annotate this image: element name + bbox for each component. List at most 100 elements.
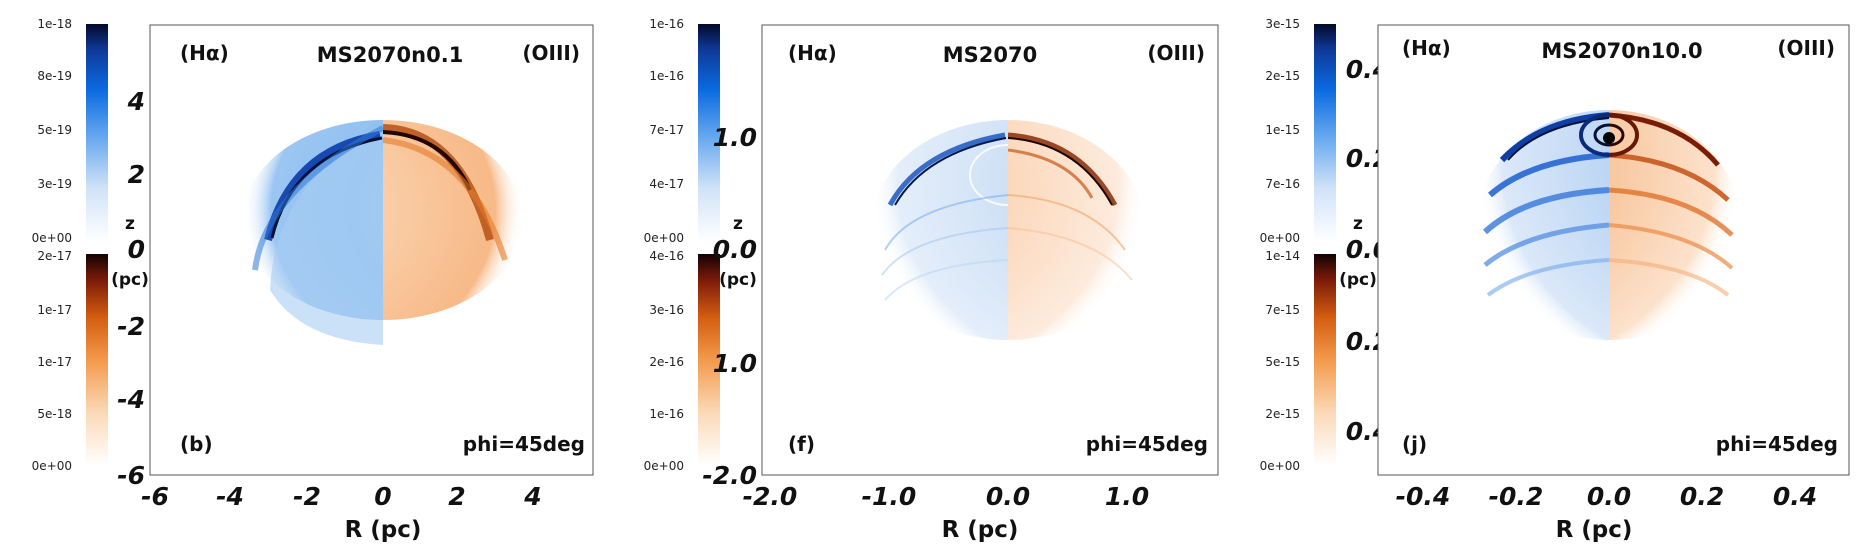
plot-title: MS2070n0.1 [317, 43, 464, 67]
oiii-tick: 3e-16 [649, 303, 684, 317]
oiii-tag: (OIII) [522, 41, 580, 65]
halpha-emission-map [243, 120, 383, 345]
panel-letter: (j) [1402, 432, 1427, 456]
x-tick: 0 [374, 482, 391, 511]
oiii-tick: 4e-16 [649, 249, 684, 263]
x-tick: 0.2 [1680, 482, 1724, 511]
halpha-tick: 7e-16 [1265, 177, 1300, 191]
halpha-colorbar [86, 24, 108, 242]
oiii-tick: 1e-14 [1265, 249, 1300, 263]
z-axis-unit: (pc) [111, 270, 149, 290]
halpha-tag: (Hα) [788, 41, 837, 65]
oiii-tick: 0e+00 [1260, 459, 1300, 473]
oiii-tick: 1e-16 [649, 407, 684, 421]
central-source [1603, 132, 1615, 144]
halpha-tick: 0e+00 [644, 231, 684, 245]
z-tick: 2 [128, 160, 145, 189]
halpha-tick: 3e-19 [37, 177, 72, 191]
oiii-tick: 1e-17 [37, 303, 72, 317]
halpha-tag: (Hα) [1402, 36, 1451, 60]
halpha-tick: 1e-16 [649, 69, 684, 83]
halpha-tag: (Hα) [180, 41, 229, 65]
halpha-emission-map [870, 120, 1008, 340]
x-axis-label: R (pc) [345, 517, 422, 543]
x-tick: -2.0 [743, 482, 798, 511]
x-tick: 2 [448, 482, 465, 511]
oiii-tick: 1e-17 [37, 355, 72, 369]
x-tick: 4 [523, 482, 541, 511]
panel-ms2070n10.0: 3e-15 2e-15 1e-15 7e-16 0e+00 1e-14 7e-1… [1240, 0, 1874, 556]
halpha-tick: 4e-17 [649, 177, 684, 191]
oiii-tick: 5e-18 [37, 407, 72, 421]
angle-label: phi=45deg [1716, 432, 1838, 456]
x-ticks: -2.0 -1.0 0.0 1.0 [743, 482, 1149, 511]
z-tick: -4 [117, 385, 145, 414]
oiii-tag: (OIII) [1777, 36, 1835, 60]
x-tick: -4 [216, 482, 244, 511]
halpha-tick: 3e-15 [1265, 17, 1300, 31]
oiii-colorbar-ticks: 2e-17 1e-17 1e-17 5e-18 0e+00 [32, 249, 72, 473]
panel-letter: (f) [788, 432, 815, 456]
x-tick: 0.0 [1587, 482, 1631, 511]
x-tick: 1.0 [1105, 482, 1149, 511]
halpha-tick: 7e-17 [649, 123, 684, 137]
oiii-colorbar-ticks: 4e-16 3e-16 2e-16 1e-16 0e+00 [644, 249, 684, 473]
z-tick: 0 [128, 235, 145, 264]
angle-label: phi=45deg [463, 432, 585, 456]
halpha-tick: 1e-15 [1265, 123, 1300, 137]
halpha-tick: 5e-19 [37, 123, 72, 137]
z-tick: -2.0 [702, 461, 757, 490]
angle-label: phi=45deg [1086, 432, 1208, 456]
x-tick: 0.0 [986, 482, 1030, 511]
halpha-emission-map [1477, 110, 1609, 340]
x-ticks: -0.4 -0.2 0.0 0.2 0.4 [1396, 482, 1817, 511]
oiii-emission-map [1609, 110, 1741, 340]
oiii-colorbar-ticks: 1e-14 7e-15 5e-15 2e-15 0e+00 [1260, 249, 1300, 473]
halpha-tick: 0e+00 [32, 231, 72, 245]
x-ticks: -6 -4 -2 0 2 4 [141, 482, 542, 511]
z-axis-label: z [125, 214, 135, 234]
halpha-tick: 8e-19 [37, 69, 72, 83]
oiii-tick: 2e-16 [649, 355, 684, 369]
halpha-tick: 1e-18 [37, 17, 72, 31]
z-tick: 0.0 [713, 235, 757, 264]
oiii-emission-map [1008, 120, 1146, 340]
x-tick: -2 [293, 482, 321, 511]
z-tick: 1.0 [713, 349, 757, 378]
x-tick: 0.4 [1773, 482, 1817, 511]
z-axis-label: z [1353, 214, 1363, 234]
oiii-tag: (OIII) [1147, 41, 1205, 65]
halpha-colorbar-ticks: 3e-15 2e-15 1e-15 7e-16 0e+00 [1260, 17, 1300, 245]
z-tick: 1.0 [713, 123, 757, 152]
panel-ms2070n0.1: 1e-18 8e-19 5e-19 3e-19 0e+00 2e-17 1e-1… [0, 0, 620, 556]
halpha-colorbar-ticks: 1e-16 1e-16 7e-17 4e-17 0e+00 [644, 17, 684, 245]
oiii-tick: 2e-17 [37, 249, 72, 263]
x-axis-label: R (pc) [1556, 517, 1633, 543]
halpha-tick: 2e-15 [1265, 69, 1300, 83]
z-axis-unit: (pc) [719, 270, 757, 290]
z-tick: 4 [127, 87, 145, 116]
oiii-tick: 5e-15 [1265, 355, 1300, 369]
oiii-colorbar [698, 254, 720, 466]
oiii-colorbar [1314, 254, 1336, 466]
halpha-tick: 0e+00 [1260, 231, 1300, 245]
halpha-colorbar-ticks: 1e-18 8e-19 5e-19 3e-19 0e+00 [32, 17, 72, 245]
oiii-tick: 7e-15 [1265, 303, 1300, 317]
oiii-colorbar [86, 254, 108, 466]
plot-title: MS2070n10.0 [1541, 39, 1702, 63]
z-tick: -6 [117, 461, 145, 490]
x-axis-label: R (pc) [942, 517, 1019, 543]
z-tick: -2 [117, 312, 145, 341]
halpha-tick: 1e-16 [649, 17, 684, 31]
z-axis-unit: (pc) [1339, 270, 1377, 290]
halpha-colorbar [698, 24, 720, 242]
x-tick: -0.4 [1396, 482, 1451, 511]
x-tick: -6 [141, 482, 169, 511]
halpha-colorbar [1314, 24, 1336, 242]
x-tick: -1.0 [862, 482, 917, 511]
oiii-emission-map [383, 120, 523, 320]
panel-ms2070: 1e-16 1e-16 7e-17 4e-17 0e+00 4e-16 3e-1… [620, 0, 1240, 556]
x-tick: -0.2 [1489, 482, 1544, 511]
plot-title: MS2070 [943, 43, 1037, 67]
oiii-tick: 0e+00 [32, 459, 72, 473]
